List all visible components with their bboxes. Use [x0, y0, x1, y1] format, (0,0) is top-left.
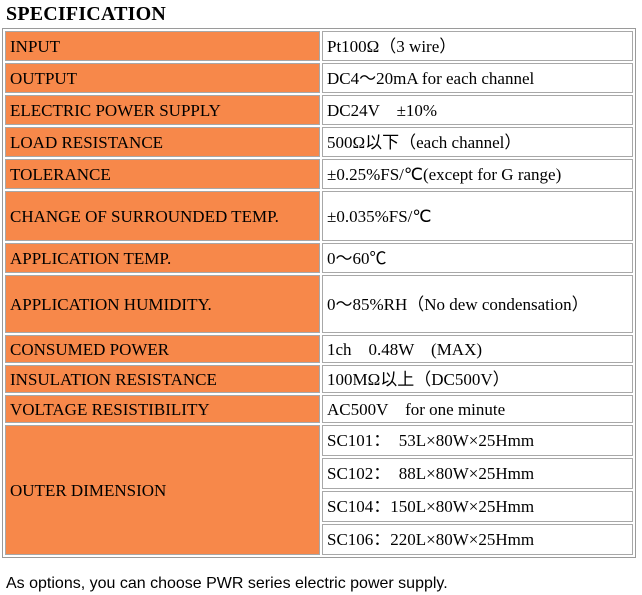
spec-label-application-humidity: APPLICATION HUMIDITY.	[5, 275, 320, 333]
table-row: APPLICATION TEMP. 0～60℃	[5, 243, 633, 273]
table-row: TOLERANCE ±0.25%FS/℃(except for G range)	[5, 159, 633, 189]
spec-label-surrounded-temp: CHANGE OF SURROUNDED TEMP.	[5, 191, 320, 241]
table-row: SC104：150L×80W×25Hmm	[5, 491, 633, 522]
table-row: ELECTRIC POWER SUPPLY DC24V ±10%	[5, 95, 633, 125]
table-row: OUTPUT DC4～20mA for each channel	[5, 63, 633, 93]
spec-value-output: DC4～20mA for each channel	[322, 63, 633, 93]
table-row: INSULATION RESISTANCE 100MΩ以上（DC500V）	[5, 365, 633, 393]
spec-value-load-resistance: 500Ω以下（each channel）	[322, 127, 633, 157]
spec-label-output: OUTPUT	[5, 63, 320, 93]
spec-value-voltage-resistibility: AC500V for one minute	[322, 395, 633, 423]
spec-value-application-humidity: 0～85%RH（No dew condensation）	[322, 275, 633, 333]
spec-value-outer-dimension-sc102: SC102： 88L×80W×25Hmm	[322, 458, 633, 489]
spec-value-power-supply: DC24V ±10%	[322, 95, 633, 125]
table-row: SC106：220L×80W×25Hmm	[5, 524, 633, 555]
spec-label-consumed-power: CONSUMED POWER	[5, 335, 320, 363]
spec-value-insulation-resistance: 100MΩ以上（DC500V）	[322, 365, 633, 393]
specification-table: INPUT Pt100Ω（3 wire） OUTPUT DC4～20mA for…	[2, 28, 636, 558]
table-row: LOAD RESISTANCE 500Ω以下（each channel）	[5, 127, 633, 157]
table-row: APPLICATION HUMIDITY. 0～85%RH（No dew con…	[5, 275, 633, 333]
spec-value-consumed-power: 1ch 0.48W (MAX)	[322, 335, 633, 363]
spec-label-voltage-resistibility: VOLTAGE RESISTIBILITY	[5, 395, 320, 423]
spec-value-outer-dimension-sc101: SC101： 53L×80W×25Hmm	[322, 425, 633, 456]
page-title: SPECIFICATION	[6, 3, 167, 25]
table-row: VOLTAGE RESISTIBILITY AC500V for one min…	[5, 395, 633, 423]
spec-label-tolerance: TOLERANCE	[5, 159, 320, 189]
spec-value-input: Pt100Ω（3 wire）	[322, 31, 633, 61]
spec-value-outer-dimension-sc106: SC106：220L×80W×25Hmm	[322, 524, 633, 555]
spec-value-outer-dimension-sc104: SC104：150L×80W×25Hmm	[322, 491, 633, 522]
spec-label-power-supply: ELECTRIC POWER SUPPLY	[5, 95, 320, 125]
spec-label-input: INPUT	[5, 31, 320, 61]
table-row: CHANGE OF SURROUNDED TEMP. ±0.035%FS/℃	[5, 191, 633, 241]
table-row: OUTER DIMENSION SC101： 53L×80W×25Hmm	[5, 425, 633, 555]
table-row: SC102： 88L×80W×25Hmm	[5, 458, 633, 489]
spec-value-surrounded-temp: ±0.035%FS/℃	[322, 191, 633, 241]
spec-value-application-temp: 0～60℃	[322, 243, 633, 273]
spec-value-tolerance: ±0.25%FS/℃(except for G range)	[322, 159, 633, 189]
spec-label-application-temp: APPLICATION TEMP.	[5, 243, 320, 273]
spec-label-insulation-resistance: INSULATION RESISTANCE	[5, 365, 320, 393]
spec-label-load-resistance: LOAD RESISTANCE	[5, 127, 320, 157]
spec-label-outer-dimension: OUTER DIMENSION	[5, 425, 320, 555]
table-row: INPUT Pt100Ω（3 wire）	[5, 31, 633, 61]
table-row: CONSUMED POWER 1ch 0.48W (MAX)	[5, 335, 633, 363]
options-note: As options, you can choose PWR series el…	[6, 575, 448, 592]
